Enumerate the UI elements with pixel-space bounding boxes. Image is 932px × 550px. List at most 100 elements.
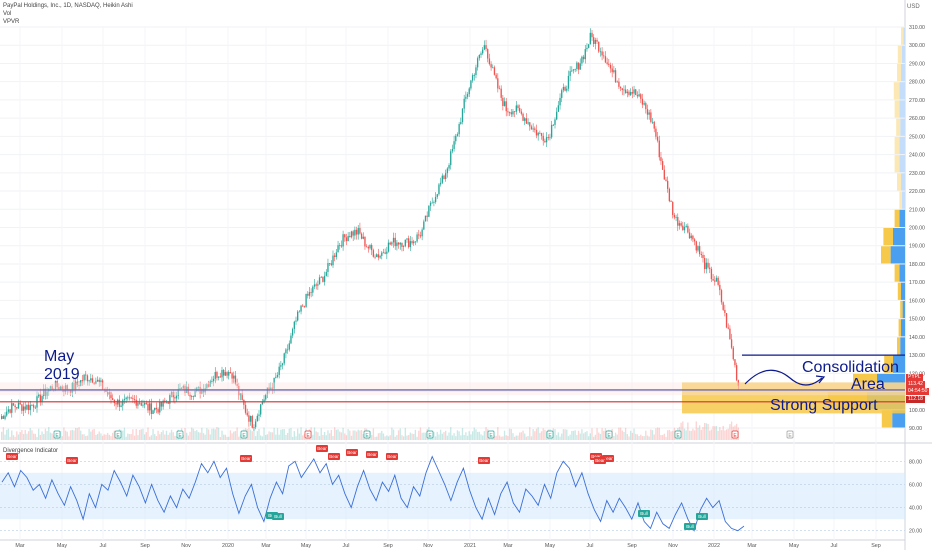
volume-bar	[170, 429, 173, 440]
candle-body	[350, 231, 353, 238]
candle-body	[56, 381, 58, 387]
volume-bar	[450, 427, 452, 440]
volume-bar	[337, 429, 339, 440]
candle-body	[132, 398, 134, 400]
volume-bar	[199, 432, 201, 440]
volume-bar	[371, 435, 373, 440]
levels	[0, 354, 905, 403]
volume-bar	[707, 423, 709, 440]
volume-bar	[88, 428, 90, 440]
vp-bar-down	[894, 155, 900, 173]
volume-bar	[624, 427, 627, 440]
volume-bar	[641, 436, 644, 440]
volume-bar	[668, 429, 671, 440]
volume-bar	[191, 427, 193, 440]
candle-body	[192, 396, 195, 397]
volume-bar	[283, 429, 285, 440]
volume-bar	[71, 429, 73, 440]
price-tick-label: 270.00	[909, 98, 925, 104]
candle-body	[202, 388, 205, 393]
candle-body	[426, 215, 428, 217]
candle-body	[455, 135, 457, 142]
volume-bar	[722, 425, 724, 440]
volume-bar	[603, 431, 605, 440]
volume-bar	[446, 435, 449, 440]
volume-profile	[682, 27, 905, 428]
candle-body	[4, 415, 6, 419]
price-tick-label: 260.00	[909, 116, 925, 122]
volume-bar	[693, 430, 696, 440]
volume-bar	[604, 428, 607, 440]
volume-bar	[202, 433, 205, 440]
price-candles[interactable]	[1, 28, 739, 431]
candle-body	[443, 175, 445, 180]
candle-body	[556, 111, 558, 120]
candle-body	[510, 112, 512, 115]
candle-body	[365, 246, 368, 248]
price-tick-label: 250.00	[909, 134, 925, 140]
volume-bar	[103, 434, 105, 440]
candle-body	[29, 405, 31, 411]
candle-body	[513, 111, 516, 113]
volume-bar	[720, 430, 723, 440]
candle-body	[337, 245, 339, 253]
volume-bar	[233, 431, 235, 440]
candle-body	[608, 63, 610, 65]
volume-bar	[460, 435, 462, 440]
candle-body	[278, 366, 280, 375]
volume-bar	[155, 436, 158, 440]
volume-bar	[288, 428, 290, 440]
volume-bar	[520, 432, 523, 440]
candle-body	[537, 132, 539, 136]
volume-bar	[229, 430, 232, 440]
bear-signal-badge	[328, 453, 340, 460]
candle-body	[550, 124, 553, 138]
candle-body	[27, 404, 30, 411]
candle-body	[147, 403, 149, 411]
volume-bar	[298, 433, 301, 440]
volume-bar	[613, 436, 615, 440]
volume-bar	[113, 430, 116, 440]
volume-bar	[445, 430, 447, 440]
candle-body	[96, 379, 99, 382]
time-tick-label: May	[301, 543, 311, 549]
candle-body	[305, 293, 307, 307]
candle-body	[369, 245, 371, 249]
volume-bar	[485, 427, 487, 440]
vp-bar-up	[893, 355, 905, 373]
volume-bar	[535, 428, 538, 440]
volume-bar	[566, 429, 568, 440]
candle-body	[593, 37, 595, 44]
currency-label: USD	[907, 4, 920, 10]
volume-bar	[285, 435, 287, 440]
candle-body	[290, 335, 292, 344]
volume-bar	[278, 434, 280, 440]
volume-bar	[29, 428, 31, 440]
candle-body	[64, 385, 67, 392]
volume-bar	[569, 434, 571, 440]
volume-bar	[712, 426, 714, 440]
candle-body	[601, 51, 603, 56]
candle-body	[431, 202, 433, 204]
candle-body	[191, 396, 193, 397]
volume-bar	[651, 430, 654, 440]
volume-bar	[633, 428, 635, 440]
volume-bar	[482, 435, 484, 440]
volume-bar	[399, 428, 401, 440]
volume-bar	[508, 428, 511, 440]
volume-bar	[372, 428, 375, 440]
candle-body	[91, 378, 94, 383]
earnings-marker	[114, 430, 122, 439]
volume-bar	[714, 426, 716, 440]
volume-bar	[271, 432, 274, 440]
vp-bar-up	[890, 246, 905, 264]
volume-bar	[582, 433, 585, 440]
candle-body	[11, 403, 13, 413]
candle-body	[646, 109, 649, 115]
candle-body	[123, 399, 126, 401]
volume-bar	[106, 432, 109, 440]
vp-bar-down	[899, 191, 902, 209]
